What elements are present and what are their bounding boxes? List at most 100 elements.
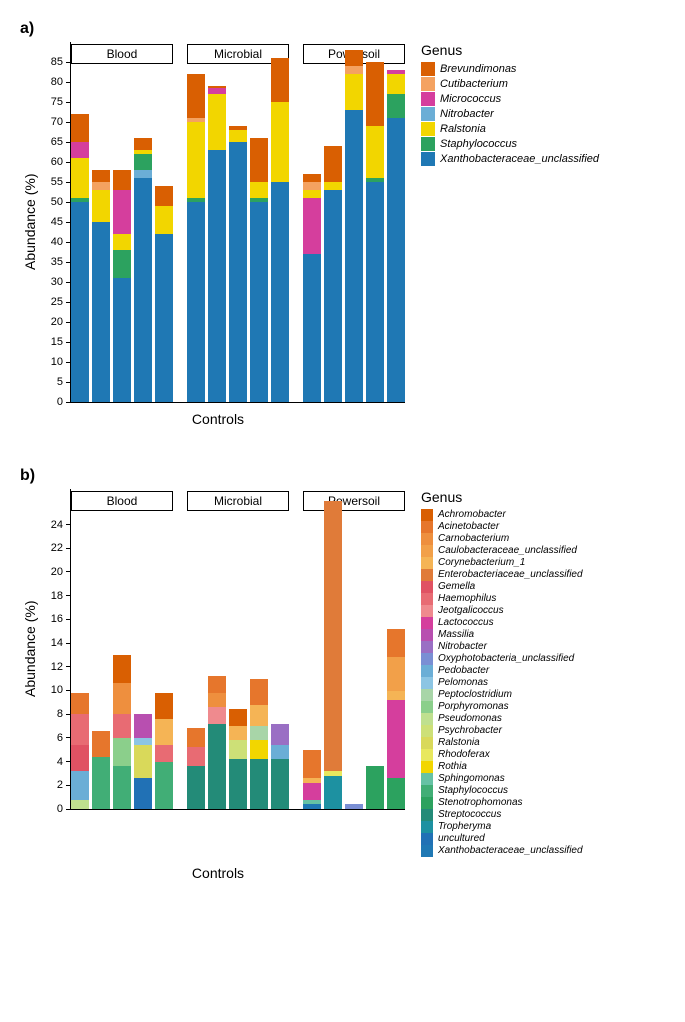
panel-b-plot: BloodMicrobialPowersoil [70,489,405,810]
y-tick: 75 [51,96,70,108]
bar-segment [345,110,363,402]
y-tick-label: 10 [51,356,63,368]
legend-item: Tropheryma [421,821,583,833]
facet-bars [303,517,405,809]
legend-swatch [421,521,433,533]
y-tick-label: 22 [51,542,63,554]
bar-segment [92,757,110,809]
legend-label: Xanthobacteraceae_unclassified [440,153,599,165]
legend-item: Haemophilus [421,593,583,605]
bar-segment [324,776,342,809]
bar-segment [324,182,342,190]
bar-segment [113,250,131,278]
panel-a-ylabel: Abundance (%) [20,42,38,402]
bar-segment [250,138,268,182]
legend-item: Gemella [421,581,583,593]
facet-bars [303,70,405,402]
bar-segment [113,738,131,766]
bar-segment [71,202,89,402]
legend-item: Nitrobacter [421,641,583,653]
panel-a-chart-row: Abundance (%) 51015202530354045505560657… [20,42,665,403]
bar-segment [71,745,89,771]
bar-segment [134,138,152,150]
bar-segment [92,222,110,402]
bar-segment [303,783,321,800]
legend-label: Rothia [438,762,467,773]
legend-item: Cutibacterium [421,77,599,91]
y-tick-label: 75 [51,96,63,108]
bar-segment [303,174,321,182]
legend-swatch [421,797,433,809]
y-tick-label: 4 [57,756,63,768]
bar [71,114,89,402]
bar-segment [187,74,205,118]
legend-item: Micrococcus [421,92,599,106]
y-tick-label: 35 [51,256,63,268]
bar-segment [71,693,89,714]
y-tick-label: 10 [51,684,63,696]
y-tick-label: 24 [51,519,63,531]
y-tick-label: 40 [51,236,63,248]
legend-swatch [421,137,435,151]
bar-segment [208,150,226,402]
bar [208,86,226,402]
bar [324,146,342,402]
bar [92,731,110,809]
bar-segment [229,726,247,740]
legend-label: Pelomonas [438,678,488,689]
bar-segment [113,683,131,714]
y-tick: 35 [51,256,70,268]
bar [387,629,405,809]
bar-segment [208,693,226,707]
facet-bars [71,70,173,402]
y-tick-label: 55 [51,176,63,188]
bar-segment [366,126,384,178]
y-tick: 25 [51,296,70,308]
bar [229,126,247,402]
bar [250,138,268,402]
legend-swatch [421,617,433,629]
bar [366,62,384,402]
bar-segment [250,182,268,198]
y-tick: 4 [57,756,70,768]
bar-segment [92,190,110,222]
bar-segment [71,142,89,158]
legend-label: Acinetobacter [438,522,499,533]
y-tick: 5 [57,376,70,388]
legend-label: Rhodoferax [438,750,490,761]
y-tick: 10 [51,684,70,696]
y-tick-label: 15 [51,336,63,348]
bar [387,70,405,402]
bar-segment [271,102,289,182]
legend-label: Haemophilus [438,594,496,605]
panel-a-plot: BloodMicrobialPowersoil [70,42,405,403]
legend-label: Lactococcus [438,618,494,629]
y-tick-label: 6 [57,732,63,744]
legend-item: Pseudomonas [421,713,583,725]
panel-a-label: a) [20,20,665,38]
y-tick-label: 2 [57,779,63,791]
bar-segment [271,724,289,745]
facet-label: Blood [71,491,173,511]
y-tick-label: 8 [57,708,63,720]
legend-item: Acinetobacter [421,521,583,533]
legend-item: uncultured [421,833,583,845]
legend-swatch [421,509,433,521]
legend-label: Xanthobacteraceae_unclassified [438,846,583,857]
legend-swatch [421,833,433,845]
legend-swatch [421,545,433,557]
legend-label: Carnobacterium [438,534,509,545]
legend-label: Nitrobacter [440,108,494,120]
y-tick: 14 [51,637,70,649]
panel-a-yaxis: 5101520253035404550556065707580850 [38,42,70,402]
legend-swatch [421,77,435,91]
legend-swatch [421,557,433,569]
legend-item: Ralstonia [421,737,583,749]
bar-segment [208,94,226,150]
bar-segment [345,66,363,74]
facet-bars [71,517,173,809]
y-tick: 40 [51,236,70,248]
bar-segment [303,804,321,809]
panel-b-yaxis: 246810121416182022240 [38,489,70,809]
legend-label: Achromobacter [438,510,506,521]
